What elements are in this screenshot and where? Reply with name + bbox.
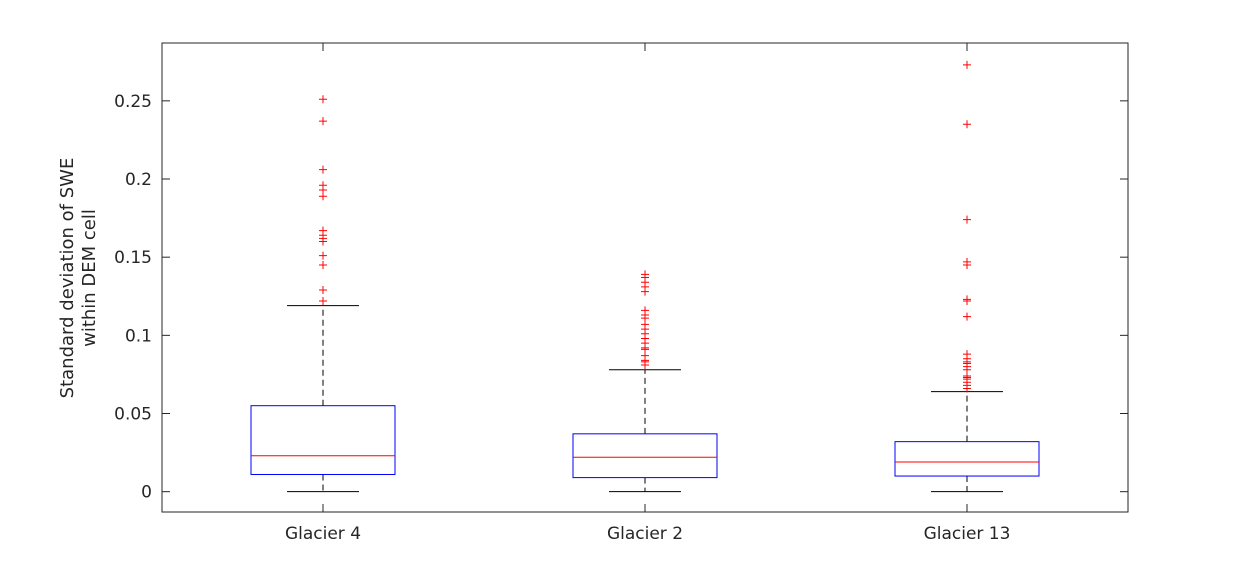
- outlier-point: [319, 260, 327, 269]
- outlier-point: [963, 60, 971, 69]
- outlier-point: [319, 181, 327, 190]
- outlier-point: [319, 296, 327, 305]
- outlier-point: [963, 295, 971, 304]
- outlier-point: [963, 350, 971, 359]
- outlier-point: [641, 306, 649, 315]
- outlier-point: [963, 312, 971, 321]
- outlier-point: [319, 117, 327, 126]
- outlier-point: [319, 251, 327, 260]
- box-group-2: [572, 270, 718, 493]
- box-group-1: [250, 95, 396, 493]
- iqr-box: [572, 433, 718, 479]
- box-group-3: [894, 60, 1040, 493]
- y-axis-label-line-1: Standard deviation of SWE: [57, 158, 78, 399]
- outlier-point: [319, 226, 327, 235]
- outlier-point: [319, 286, 327, 295]
- y-tick-label: 0.25: [114, 92, 152, 112]
- outlier-point: [963, 120, 971, 129]
- y-tick-label: 0.05: [114, 405, 152, 425]
- iqr-box: [894, 441, 1040, 477]
- y-axis-label-line-2: within DEM cell: [79, 209, 100, 347]
- y-tick-label: 0.1: [125, 326, 152, 346]
- outlier-point: [963, 257, 971, 266]
- outlier-point: [963, 215, 971, 224]
- x-tick-label: Glacier 13: [924, 524, 1011, 544]
- outlier-point: [319, 165, 327, 174]
- axes: 0 0.05 0.1 0.15 0.2 0.25 Glacier 4 Glacier 2 Gla…: [114, 42, 1129, 544]
- y-tick-label: 0: [141, 483, 152, 503]
- iqr-box: [250, 405, 396, 475]
- x-tick-label: Glacier 4: [285, 524, 361, 544]
- outlier-point: [319, 95, 327, 104]
- x-tick-label: Glacier 2: [607, 524, 683, 544]
- outlier-point: [641, 270, 649, 279]
- y-tick-label: 0.15: [114, 248, 152, 268]
- y-tick-label: 0.2: [125, 170, 152, 190]
- plot-area: [250, 60, 1040, 493]
